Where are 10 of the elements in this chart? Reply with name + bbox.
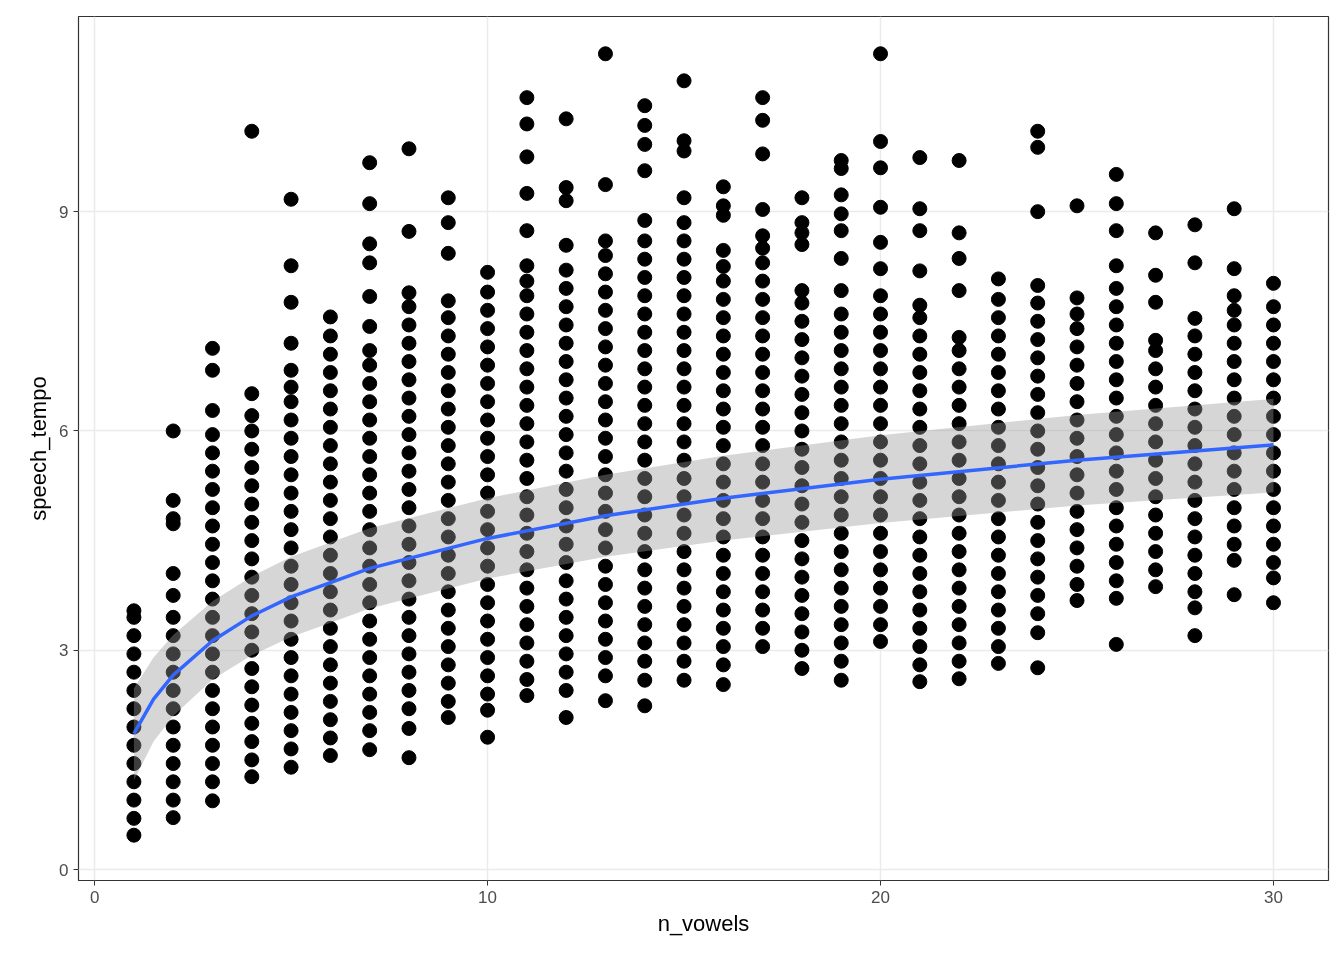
y-axis-title: speech_tempo — [26, 376, 52, 521]
y-tick-label: 3 — [59, 641, 69, 661]
y-tick-label: 6 — [59, 421, 69, 441]
x-axis-title: n_vowels — [657, 910, 750, 936]
x-tick-label: 10 — [478, 887, 498, 907]
x-tick-label: 20 — [871, 887, 890, 907]
x-tick-label: 0 — [89, 887, 100, 907]
y-tick-label: 0 — [59, 860, 69, 880]
x-tick-label: 30 — [1264, 887, 1283, 907]
y-tick-label: 9 — [59, 202, 69, 222]
